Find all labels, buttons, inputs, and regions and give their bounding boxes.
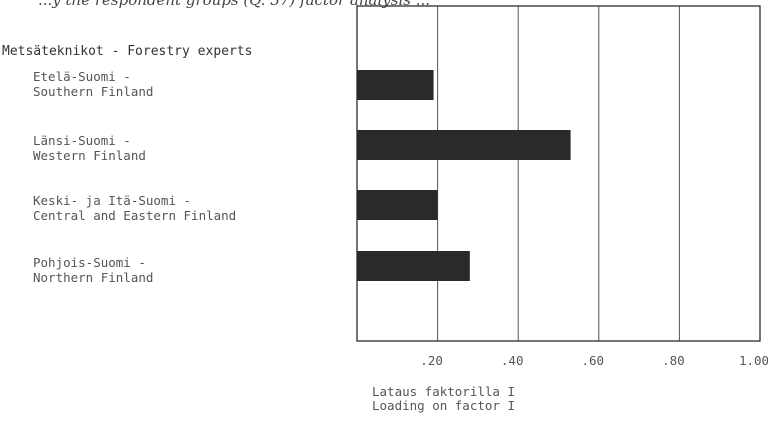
bar <box>357 70 434 100</box>
group-title: Metsäteknikot - Forestry experts <box>2 44 253 59</box>
x-tick-label: .80 <box>662 353 685 368</box>
x-axis-title: Lataus faktorilla I Loading on factor I <box>372 384 515 413</box>
bar <box>357 190 438 220</box>
x-tick-label: .20 <box>420 353 443 368</box>
category-label-central-eastern-finland: Keski- ja Itä-Suomi - Central and Easter… <box>33 193 237 223</box>
bar <box>357 251 470 281</box>
x-tick-label: .40 <box>501 353 524 368</box>
grid-lines <box>437 6 680 341</box>
category-label-southern-finland: Etelä-Suomi - Southern Finland <box>33 69 154 99</box>
figure-caption-fragment: ...y the respondent groups (Q. 37) facto… <box>38 0 431 9</box>
x-tick-label: .60 <box>582 353 605 368</box>
bars <box>357 70 571 281</box>
category-label-northern-finland: Pohjois-Suomi - Northern Finland <box>33 255 154 285</box>
category-label-western-finland: Länsi-Suomi - Western Finland <box>33 133 146 163</box>
bar <box>357 130 571 160</box>
x-tick-labels: .20 .40 .60 .80 1.00 <box>420 353 768 368</box>
plot-frame <box>356 5 761 342</box>
x-tick-label: 1.00 <box>739 353 768 368</box>
